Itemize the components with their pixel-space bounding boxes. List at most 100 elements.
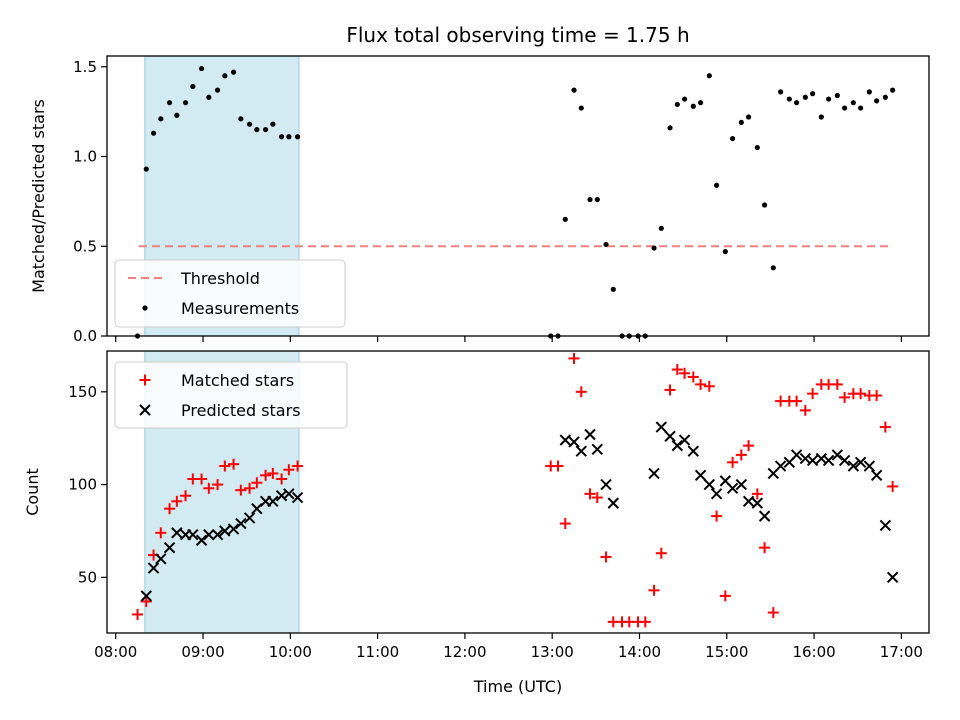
- measurement-point: [770, 265, 776, 271]
- predicted-star-point: [726, 482, 739, 494]
- measurement-point: [754, 144, 760, 151]
- measurement-point: [562, 216, 568, 222]
- matched-star-point: [180, 490, 192, 502]
- predicted-star-point: [710, 488, 723, 500]
- matched-star-point: [871, 390, 883, 402]
- predicted-star-point: [799, 452, 812, 465]
- predicted-star-point: [758, 510, 771, 522]
- predicted-star-point: [838, 454, 851, 467]
- matched-star-point: [879, 421, 891, 433]
- predicted-star-point: [703, 478, 716, 491]
- matched-star-point: [164, 503, 176, 515]
- matched-star-point: [648, 584, 660, 596]
- measurement-point: [238, 116, 244, 122]
- predicted-star-point: [831, 449, 844, 461]
- matched-star-point: [584, 488, 596, 500]
- measurement-point: [286, 134, 292, 140]
- matched-star-point: [244, 482, 256, 494]
- measurement-point: [254, 126, 260, 133]
- predicted-star-point: [575, 445, 587, 457]
- measurement-point: [778, 89, 784, 95]
- predicted-star-point: [607, 497, 620, 509]
- predicted-star-point: [774, 460, 787, 472]
- measurement-point: [850, 100, 856, 106]
- predicted-star-point: [886, 571, 899, 584]
- measurement-point: [745, 114, 752, 120]
- bottom-legend-box: [114, 361, 348, 429]
- measurement-point: [166, 100, 173, 106]
- predicted-star-point: [671, 439, 684, 452]
- predicted-star-point: [591, 443, 603, 456]
- measurement-point: [206, 94, 212, 100]
- measurement-point: [603, 241, 609, 248]
- measurement-point: [842, 105, 848, 111]
- x-tick-label: 11:00: [356, 643, 399, 661]
- measurement-point: [866, 89, 872, 95]
- bottom-y-tick-label: 100: [68, 476, 97, 494]
- measurement-point: [738, 119, 744, 126]
- matched-star-point: [671, 364, 683, 376]
- matched-star-point: [719, 590, 731, 602]
- x-tick-label: 12:00: [443, 643, 486, 661]
- predicted-star-point: [291, 491, 304, 504]
- predicted-star-point: [203, 528, 215, 541]
- predicted-star-point: [568, 436, 580, 448]
- predicted-star-point: [751, 497, 764, 509]
- bottom-y-tick-label: 150: [68, 383, 97, 401]
- top-legend: Threshold Measurements: [114, 259, 346, 328]
- matched-star-point: [219, 460, 231, 472]
- matched-star-point: [767, 607, 779, 619]
- measurement-point: [826, 96, 832, 102]
- matched-star-point: [196, 473, 208, 485]
- measurement-point: [587, 196, 593, 203]
- measurement-point: [674, 101, 680, 108]
- top-legend-box: [114, 259, 346, 328]
- x-tick-label: 08:00: [94, 643, 137, 661]
- measurement-point: [762, 202, 768, 208]
- legend-predicted-swatch: [139, 404, 151, 416]
- predicted-star-point: [742, 495, 755, 507]
- matched-star-point: [703, 380, 715, 392]
- matched-star-point: [155, 527, 167, 539]
- measurement-point: [729, 135, 736, 142]
- measurement-point: [713, 182, 720, 188]
- measurement-point: [810, 91, 816, 97]
- measurement-point: [690, 103, 696, 109]
- x-tick-label: 09:00: [181, 643, 224, 661]
- matched-star-point: [711, 510, 723, 522]
- matched-star-point: [791, 395, 803, 407]
- bottom-y-axis-label: Count: [23, 468, 42, 516]
- measurement-point: [190, 83, 196, 90]
- matched-star-point: [887, 480, 899, 492]
- predicted-star-point: [822, 454, 835, 467]
- predicted-star-point: [163, 541, 176, 554]
- predicted-star-point: [559, 434, 571, 446]
- ratio-panel: 0.0 0.5 1.0 1.5 Threshold Measurements: [73, 55, 930, 345]
- measurement-point: [158, 116, 164, 122]
- matched-star-point: [664, 384, 676, 396]
- legend-matched-swatch: [139, 374, 151, 386]
- predicted-star-point: [187, 528, 199, 541]
- matched-star-point: [203, 482, 215, 494]
- matched-star-point: [575, 386, 587, 398]
- matched-star-point: [727, 456, 739, 468]
- predicted-star-point: [147, 562, 160, 574]
- measurement-point: [858, 105, 864, 111]
- measurement-point: [143, 166, 149, 172]
- legend-label: Predicted stars: [181, 401, 301, 420]
- chart-title: Flux total observing time = 1.75 h: [346, 23, 689, 47]
- matched-star-point: [552, 460, 564, 472]
- measurement-point: [270, 121, 276, 127]
- matched-star-point: [600, 551, 612, 563]
- predicted-star-point: [195, 534, 208, 546]
- measurement-point: [681, 96, 688, 102]
- predicted-star-point: [283, 488, 295, 500]
- x-tick-label: 13:00: [531, 643, 574, 661]
- measurement-point: [278, 134, 285, 140]
- measurement-point: [706, 73, 712, 79]
- matched-star-point: [568, 352, 580, 364]
- legend-label: Measurements: [181, 299, 299, 318]
- measurement-point: [571, 87, 577, 93]
- x-tick-label: 17:00: [880, 643, 923, 661]
- x-tick-label: 15:00: [705, 643, 748, 661]
